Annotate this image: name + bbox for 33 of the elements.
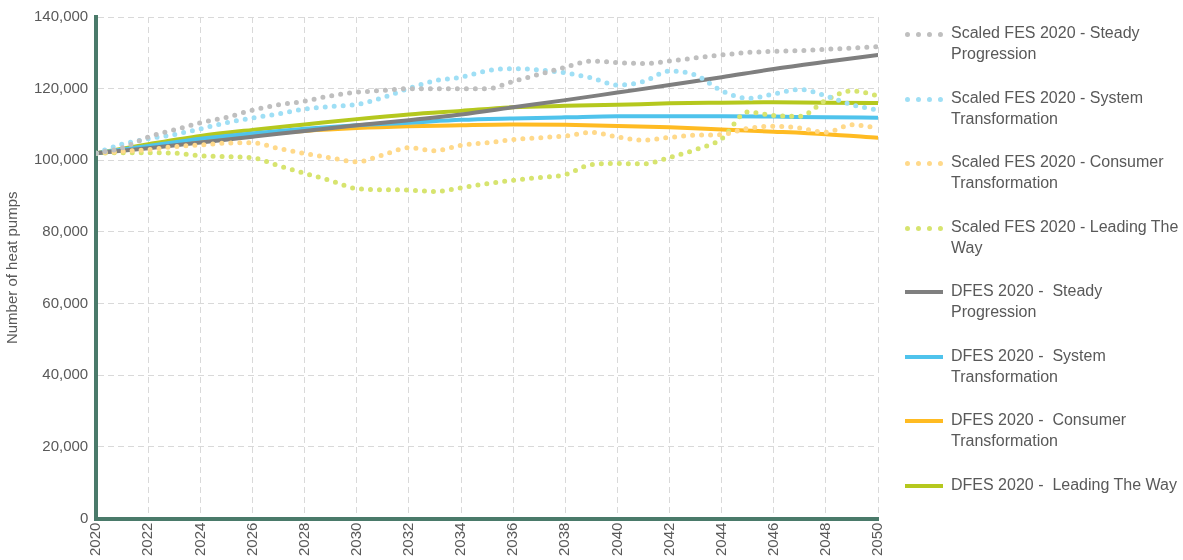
x-tick-label: 2038 xyxy=(555,522,573,557)
x-tick-label: 2024 xyxy=(190,522,208,557)
legend-label: Scaled FES 2020 - Steady Progression xyxy=(951,23,1141,64)
x-tick-label: 2040 xyxy=(607,522,625,557)
legend-label: Scaled FES 2020 - Consumer Transformation xyxy=(951,152,1165,193)
legend-label: DFES 2020 - Steady Progression xyxy=(951,281,1104,322)
x-tick-label: 2020 xyxy=(86,522,104,557)
y-tick-label: 120,000 xyxy=(33,78,89,96)
x-tick-label: 2036 xyxy=(503,522,521,557)
x-tick-label: 2050 xyxy=(868,522,886,557)
x-tick-label: 2026 xyxy=(242,522,260,557)
x-tick-label: 2028 xyxy=(294,522,312,557)
x-tick-label: 2030 xyxy=(346,522,364,557)
y-tick-label: 80,000 xyxy=(42,222,89,240)
x-tick-label: 2046 xyxy=(763,522,781,557)
x-tick-label: 2042 xyxy=(659,522,677,557)
legend-label: DFES 2020 - System Transformation xyxy=(951,345,1107,387)
x-tick-label: 2032 xyxy=(399,522,417,557)
x-tick-label: 2034 xyxy=(451,522,469,557)
y-axis-title: Number of heat pumps xyxy=(3,191,21,345)
legend-label: DFES 2020 - Consumer Transformation xyxy=(951,410,1128,451)
y-tick-label: 140,000 xyxy=(33,7,89,25)
y-tick-label: 40,000 xyxy=(42,365,89,383)
y-tick-label: 0 xyxy=(79,508,89,526)
y-tick-label: 20,000 xyxy=(42,437,89,455)
legend-label: Scaled FES 2020 - Leading The Way xyxy=(951,216,1180,258)
legend-label: DFES 2020 - Leading The Way xyxy=(951,474,1177,495)
y-tick-label: 100,000 xyxy=(33,150,89,168)
y-tick-label: 60,000 xyxy=(42,293,89,311)
x-tick-label: 2022 xyxy=(138,522,156,557)
legend-label: Scaled FES 2020 - System Transformation xyxy=(951,87,1145,129)
x-tick-label: 2048 xyxy=(816,522,834,557)
x-tick-label: 2044 xyxy=(711,522,729,557)
